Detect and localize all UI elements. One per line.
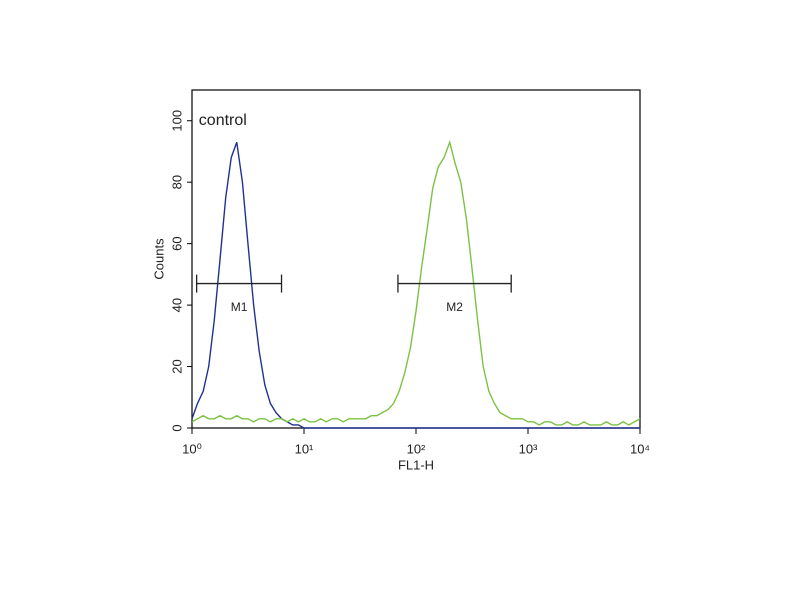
y-tick-label: 40 (169, 298, 184, 312)
series-line (191, 142, 640, 429)
y-tick-label: 80 (169, 175, 184, 189)
x-tick-label: 10¹ (295, 441, 314, 456)
annotation: control (199, 112, 247, 129)
x-tick-label: 10⁴ (630, 441, 650, 456)
y-tick-label: 60 (169, 236, 184, 250)
y-axis-label: Counts (151, 238, 166, 280)
y-tick-label: 0 (169, 424, 184, 431)
x-tick-label: 10⁰ (182, 441, 202, 456)
plot-frame (191, 89, 641, 429)
y-tick-label: 20 (169, 359, 184, 373)
series-line (191, 139, 641, 426)
marker-label: M1 (231, 300, 248, 314)
x-axis-label: FL1-H (398, 457, 434, 472)
y-tick-label: 100 (169, 110, 184, 132)
x-tick-label: 10² (407, 441, 426, 456)
marker-label: M2 (446, 300, 463, 314)
x-tick-label: 10³ (519, 441, 538, 456)
